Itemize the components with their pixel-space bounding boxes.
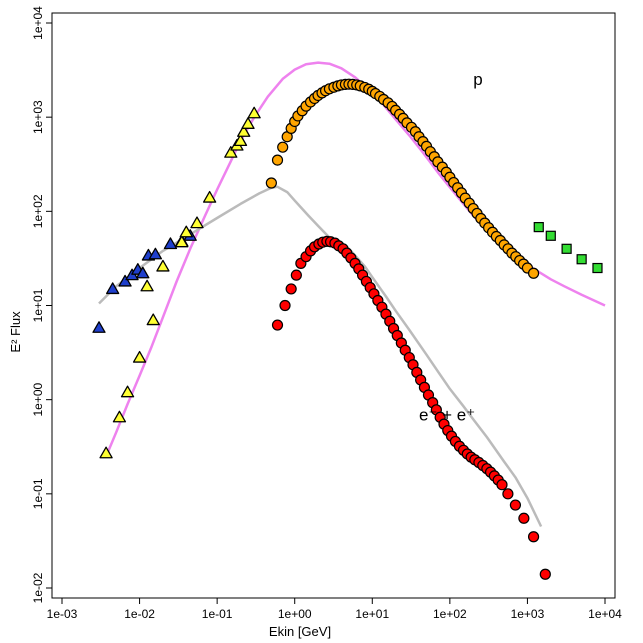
y-axis: 1e-02 1e-01 1e+00 1e+01 1e+02 1e+03 1e+04 xyxy=(31,6,52,603)
data-point-triangle xyxy=(247,106,261,119)
data-point-triangle xyxy=(146,313,160,326)
data-point-circle xyxy=(527,531,540,543)
data-point-circle xyxy=(527,267,540,279)
plot-frame xyxy=(51,12,616,599)
data-point-square xyxy=(533,222,544,233)
data-point-triangle xyxy=(99,446,113,459)
data-point-triangle xyxy=(237,125,251,137)
x-tick-label: 1e+02 xyxy=(433,607,467,621)
y-tick-label: 1e+03 xyxy=(31,100,45,134)
annotation-p: p xyxy=(473,70,482,89)
data-point-circle xyxy=(502,488,514,500)
data-point-circle xyxy=(285,283,297,295)
data-point-circle xyxy=(279,299,291,312)
data-point-circle xyxy=(271,154,284,166)
data-point-circle xyxy=(518,512,530,524)
x-tick-label: 1e-01 xyxy=(202,607,233,621)
data-point-triangle xyxy=(140,279,154,292)
data-point-circle xyxy=(290,269,302,281)
x-axis-title: Ekin [GeV] xyxy=(269,624,331,639)
data-point-triangle xyxy=(163,237,178,250)
data-point-triangle xyxy=(148,247,163,260)
data-point-square xyxy=(592,262,603,274)
y-tick-label: 1e+02 xyxy=(31,194,45,228)
data-point-circle xyxy=(277,141,289,153)
data-point-circle xyxy=(265,177,277,189)
data-point-triangle xyxy=(106,282,120,295)
data-point-triangle xyxy=(233,134,248,147)
data-point-circle xyxy=(496,479,508,491)
data-point-triangle xyxy=(118,274,132,287)
model-curves xyxy=(98,61,606,528)
data-point-triangle xyxy=(156,259,170,272)
x-tick-label: 1e+00 xyxy=(278,607,312,621)
x-tick-label: 1e+01 xyxy=(355,607,389,621)
data-point-triangle xyxy=(132,350,147,363)
y-tick-label: 1e+04 xyxy=(31,6,45,40)
data-point-triangle xyxy=(179,225,193,238)
data-point-square xyxy=(576,254,587,265)
x-tick-label: 1e-03 xyxy=(47,607,78,621)
data-point-triangle xyxy=(92,321,106,333)
y-tick-label: 1e-01 xyxy=(31,478,45,509)
data-point-circle xyxy=(509,499,522,511)
annotation-electrons: e⁻ + e⁺ xyxy=(419,406,475,425)
x-tick-label: 1e+03 xyxy=(511,607,545,621)
data-point-triangle xyxy=(175,235,189,248)
data-point-triangle xyxy=(120,385,135,398)
y-tick-label: 1e+01 xyxy=(31,288,45,322)
y-axis-title: E² Flux xyxy=(8,311,23,353)
x-axis: 1e-03 1e-02 1e-01 1e+00 1e+01 1e+02 1e+03 1e+04 xyxy=(47,598,622,621)
data-point-circle xyxy=(539,568,551,580)
data-point-triangle xyxy=(190,216,204,229)
y-tick-label: 1e+00 xyxy=(31,382,45,416)
data-point-triangle xyxy=(112,410,127,423)
data-point-triangle xyxy=(224,145,238,158)
data-point-triangle xyxy=(136,266,150,279)
data-point-square xyxy=(561,243,572,254)
x-tick-label: 1e-02 xyxy=(124,607,155,621)
data-point-square xyxy=(545,230,556,241)
data-point-triangle xyxy=(202,190,217,203)
data-point-triangle xyxy=(241,117,255,129)
data-point-circle xyxy=(271,319,284,331)
x-tick-label: 1e+04 xyxy=(588,607,622,621)
data-points xyxy=(92,78,603,580)
y-tick-label: 1e-02 xyxy=(31,572,45,603)
